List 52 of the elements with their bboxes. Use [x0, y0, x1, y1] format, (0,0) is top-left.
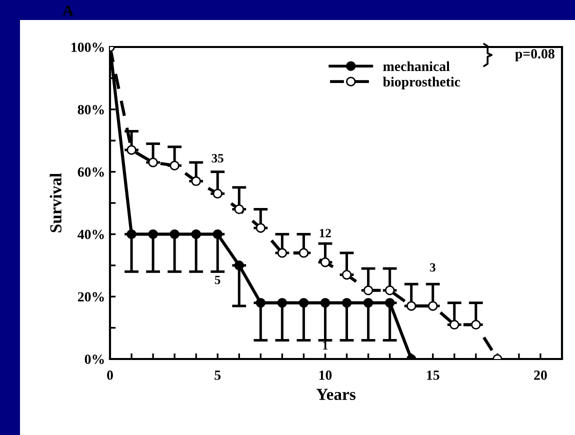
- annotation: 12: [320, 228, 331, 238]
- point: [256, 298, 266, 308]
- point: [191, 176, 201, 186]
- point: [342, 298, 352, 308]
- point: [277, 298, 288, 308]
- point: [212, 188, 222, 198]
- point: [363, 298, 374, 308]
- point: [170, 160, 180, 170]
- point: [277, 248, 288, 258]
- point: [170, 229, 180, 240]
- point: [234, 204, 244, 214]
- point: [148, 229, 158, 240]
- point: [126, 145, 136, 155]
- x-tick-label: 15: [427, 370, 440, 380]
- y-tick-label: 40%: [78, 230, 104, 240]
- legend-label: bioprosthetic: [382, 76, 460, 90]
- point: [320, 257, 330, 268]
- point: [471, 320, 481, 330]
- x-tick-label: 5: [214, 370, 221, 380]
- point: [298, 298, 309, 308]
- y-axis-title: Survival: [50, 173, 62, 232]
- x-tick-label: 0: [107, 370, 113, 380]
- point: [126, 229, 136, 240]
- x-axis-title: Years: [316, 388, 356, 400]
- y-tick-label: 0%: [84, 354, 104, 364]
- point: [384, 298, 395, 308]
- point: [363, 286, 374, 296]
- annotation: 35: [212, 154, 224, 162]
- y-tick-label: 100%: [72, 42, 104, 52]
- legend-label: mechanical: [383, 61, 450, 72]
- point: [320, 298, 330, 308]
- y-tick-label: 20%: [78, 292, 104, 302]
- annotation: 1: [323, 341, 328, 350]
- point: [212, 229, 222, 240]
- point: [406, 301, 416, 311]
- text: A: [62, 6, 74, 16]
- x-tick-label: 20: [534, 370, 547, 380]
- point: [428, 301, 438, 311]
- point: [191, 229, 201, 240]
- point: [256, 223, 266, 233]
- point: [234, 260, 244, 270]
- point: [298, 248, 309, 258]
- y-tick-label: 60%: [78, 167, 104, 177]
- point: [450, 320, 460, 330]
- annotation: 3: [430, 263, 436, 272]
- point: [148, 158, 158, 168]
- point: [342, 270, 352, 280]
- annotation: 5: [214, 276, 220, 284]
- x-tick-label: 10: [319, 370, 332, 380]
- y-tick-label: 80%: [78, 104, 104, 114]
- annotation: p=0.08: [515, 49, 554, 62]
- point: [384, 286, 395, 296]
